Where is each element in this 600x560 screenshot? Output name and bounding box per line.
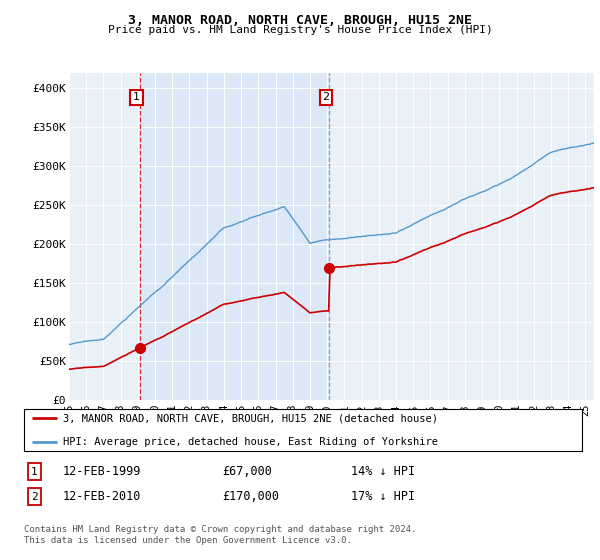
- Text: 3, MANOR ROAD, NORTH CAVE, BROUGH, HU15 2NE (detached house): 3, MANOR ROAD, NORTH CAVE, BROUGH, HU15 …: [63, 413, 438, 423]
- Text: Price paid vs. HM Land Registry's House Price Index (HPI): Price paid vs. HM Land Registry's House …: [107, 25, 493, 35]
- Text: Contains HM Land Registry data © Crown copyright and database right 2024.
This d: Contains HM Land Registry data © Crown c…: [24, 525, 416, 545]
- Text: 3, MANOR ROAD, NORTH CAVE, BROUGH, HU15 2NE: 3, MANOR ROAD, NORTH CAVE, BROUGH, HU15 …: [128, 14, 472, 27]
- Text: 2: 2: [31, 492, 38, 502]
- Text: £170,000: £170,000: [222, 490, 279, 503]
- Text: 12-FEB-1999: 12-FEB-1999: [63, 465, 142, 478]
- Bar: [140, 73, 329, 400]
- Text: 1: 1: [133, 92, 140, 102]
- Text: 14% ↓ HPI: 14% ↓ HPI: [351, 465, 415, 478]
- Text: 17% ↓ HPI: 17% ↓ HPI: [351, 490, 415, 503]
- Text: 1: 1: [31, 466, 38, 477]
- Text: £67,000: £67,000: [222, 465, 272, 478]
- Text: HPI: Average price, detached house, East Riding of Yorkshire: HPI: Average price, detached house, East…: [63, 437, 438, 446]
- Text: 12-FEB-2010: 12-FEB-2010: [63, 490, 142, 503]
- Text: 2: 2: [322, 92, 329, 102]
